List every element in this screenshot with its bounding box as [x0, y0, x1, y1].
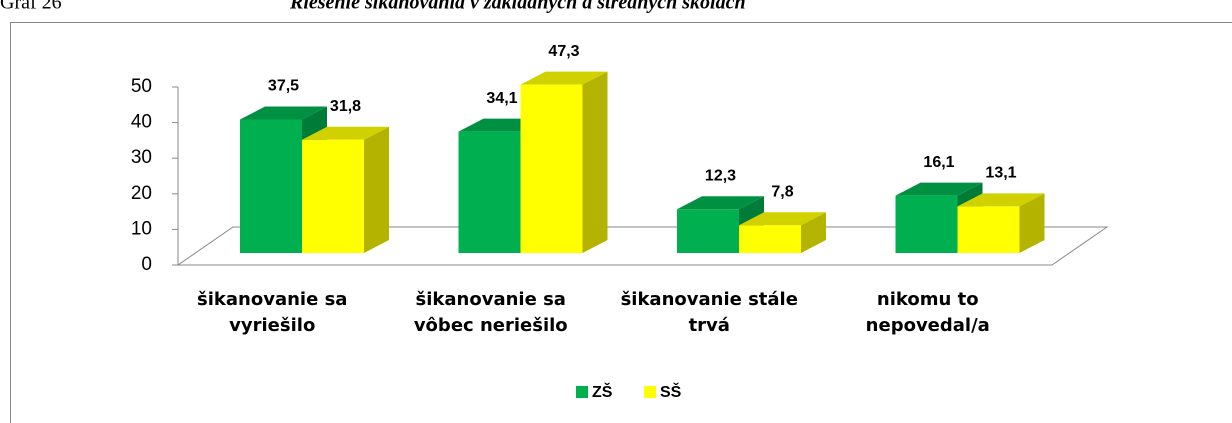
bar-top: [240, 106, 327, 120]
x-tick-label: nikomu to nepovedal/a: [865, 289, 990, 336]
value-label: 37,5: [268, 78, 299, 95]
bar-top: [739, 212, 826, 226]
y-tick-label: 10: [131, 218, 152, 239]
value-label: 47,3: [548, 43, 579, 60]
bar-front: [520, 84, 583, 253]
legend-label: SŠ: [660, 382, 682, 401]
bar-front: [957, 206, 1020, 253]
y-tick-label: 50: [131, 76, 152, 97]
bar-top: [957, 193, 1045, 207]
legend-swatch: [576, 386, 588, 398]
bar: [302, 126, 389, 253]
legend-swatch: [644, 386, 656, 398]
value-label: 16,1: [923, 154, 954, 171]
y-tick-label: 30: [131, 147, 152, 168]
bar-front: [677, 209, 739, 253]
x-tick-label: šikanovanie sa vyriešilo: [197, 289, 348, 336]
caption-title: Riešenie šikanovania v základných a stre…: [289, 0, 746, 14]
bar-top: [895, 182, 983, 196]
chart-frame: [10, 22, 1232, 423]
value-label: 12,3: [705, 167, 736, 184]
bar-side: [801, 212, 826, 253]
bar-front: [458, 131, 521, 253]
bar-front: [895, 195, 958, 253]
bar-side: [1019, 193, 1045, 253]
value-label: 34,1: [486, 90, 517, 107]
y-tick-label: 40: [131, 112, 152, 133]
x-tick-label: šikanovanie stále trvá: [620, 289, 798, 336]
bar-side: [364, 126, 389, 253]
caption-label: Graf 26: [0, 0, 62, 14]
floor: [176, 226, 1109, 266]
bar-top: [520, 71, 608, 85]
bar-top: [302, 126, 389, 140]
bar-top: [677, 196, 764, 210]
bar: [520, 71, 608, 253]
value-label: 7,8: [771, 183, 793, 200]
legend-label: ZŠ: [592, 382, 613, 401]
y-tick-label: 0: [141, 254, 152, 275]
value-label: 13,1: [985, 165, 1016, 182]
x-tick-label: šikanovanie sa vôbec neriešilo: [413, 289, 568, 336]
y-tick-label: 20: [131, 183, 152, 204]
bar-front: [739, 225, 801, 253]
value-label: 31,8: [330, 98, 361, 115]
bar-front: [302, 139, 364, 253]
bar: [957, 193, 1045, 253]
bar: [739, 212, 826, 253]
bar-side: [582, 71, 608, 253]
bar-front: [240, 119, 302, 253]
